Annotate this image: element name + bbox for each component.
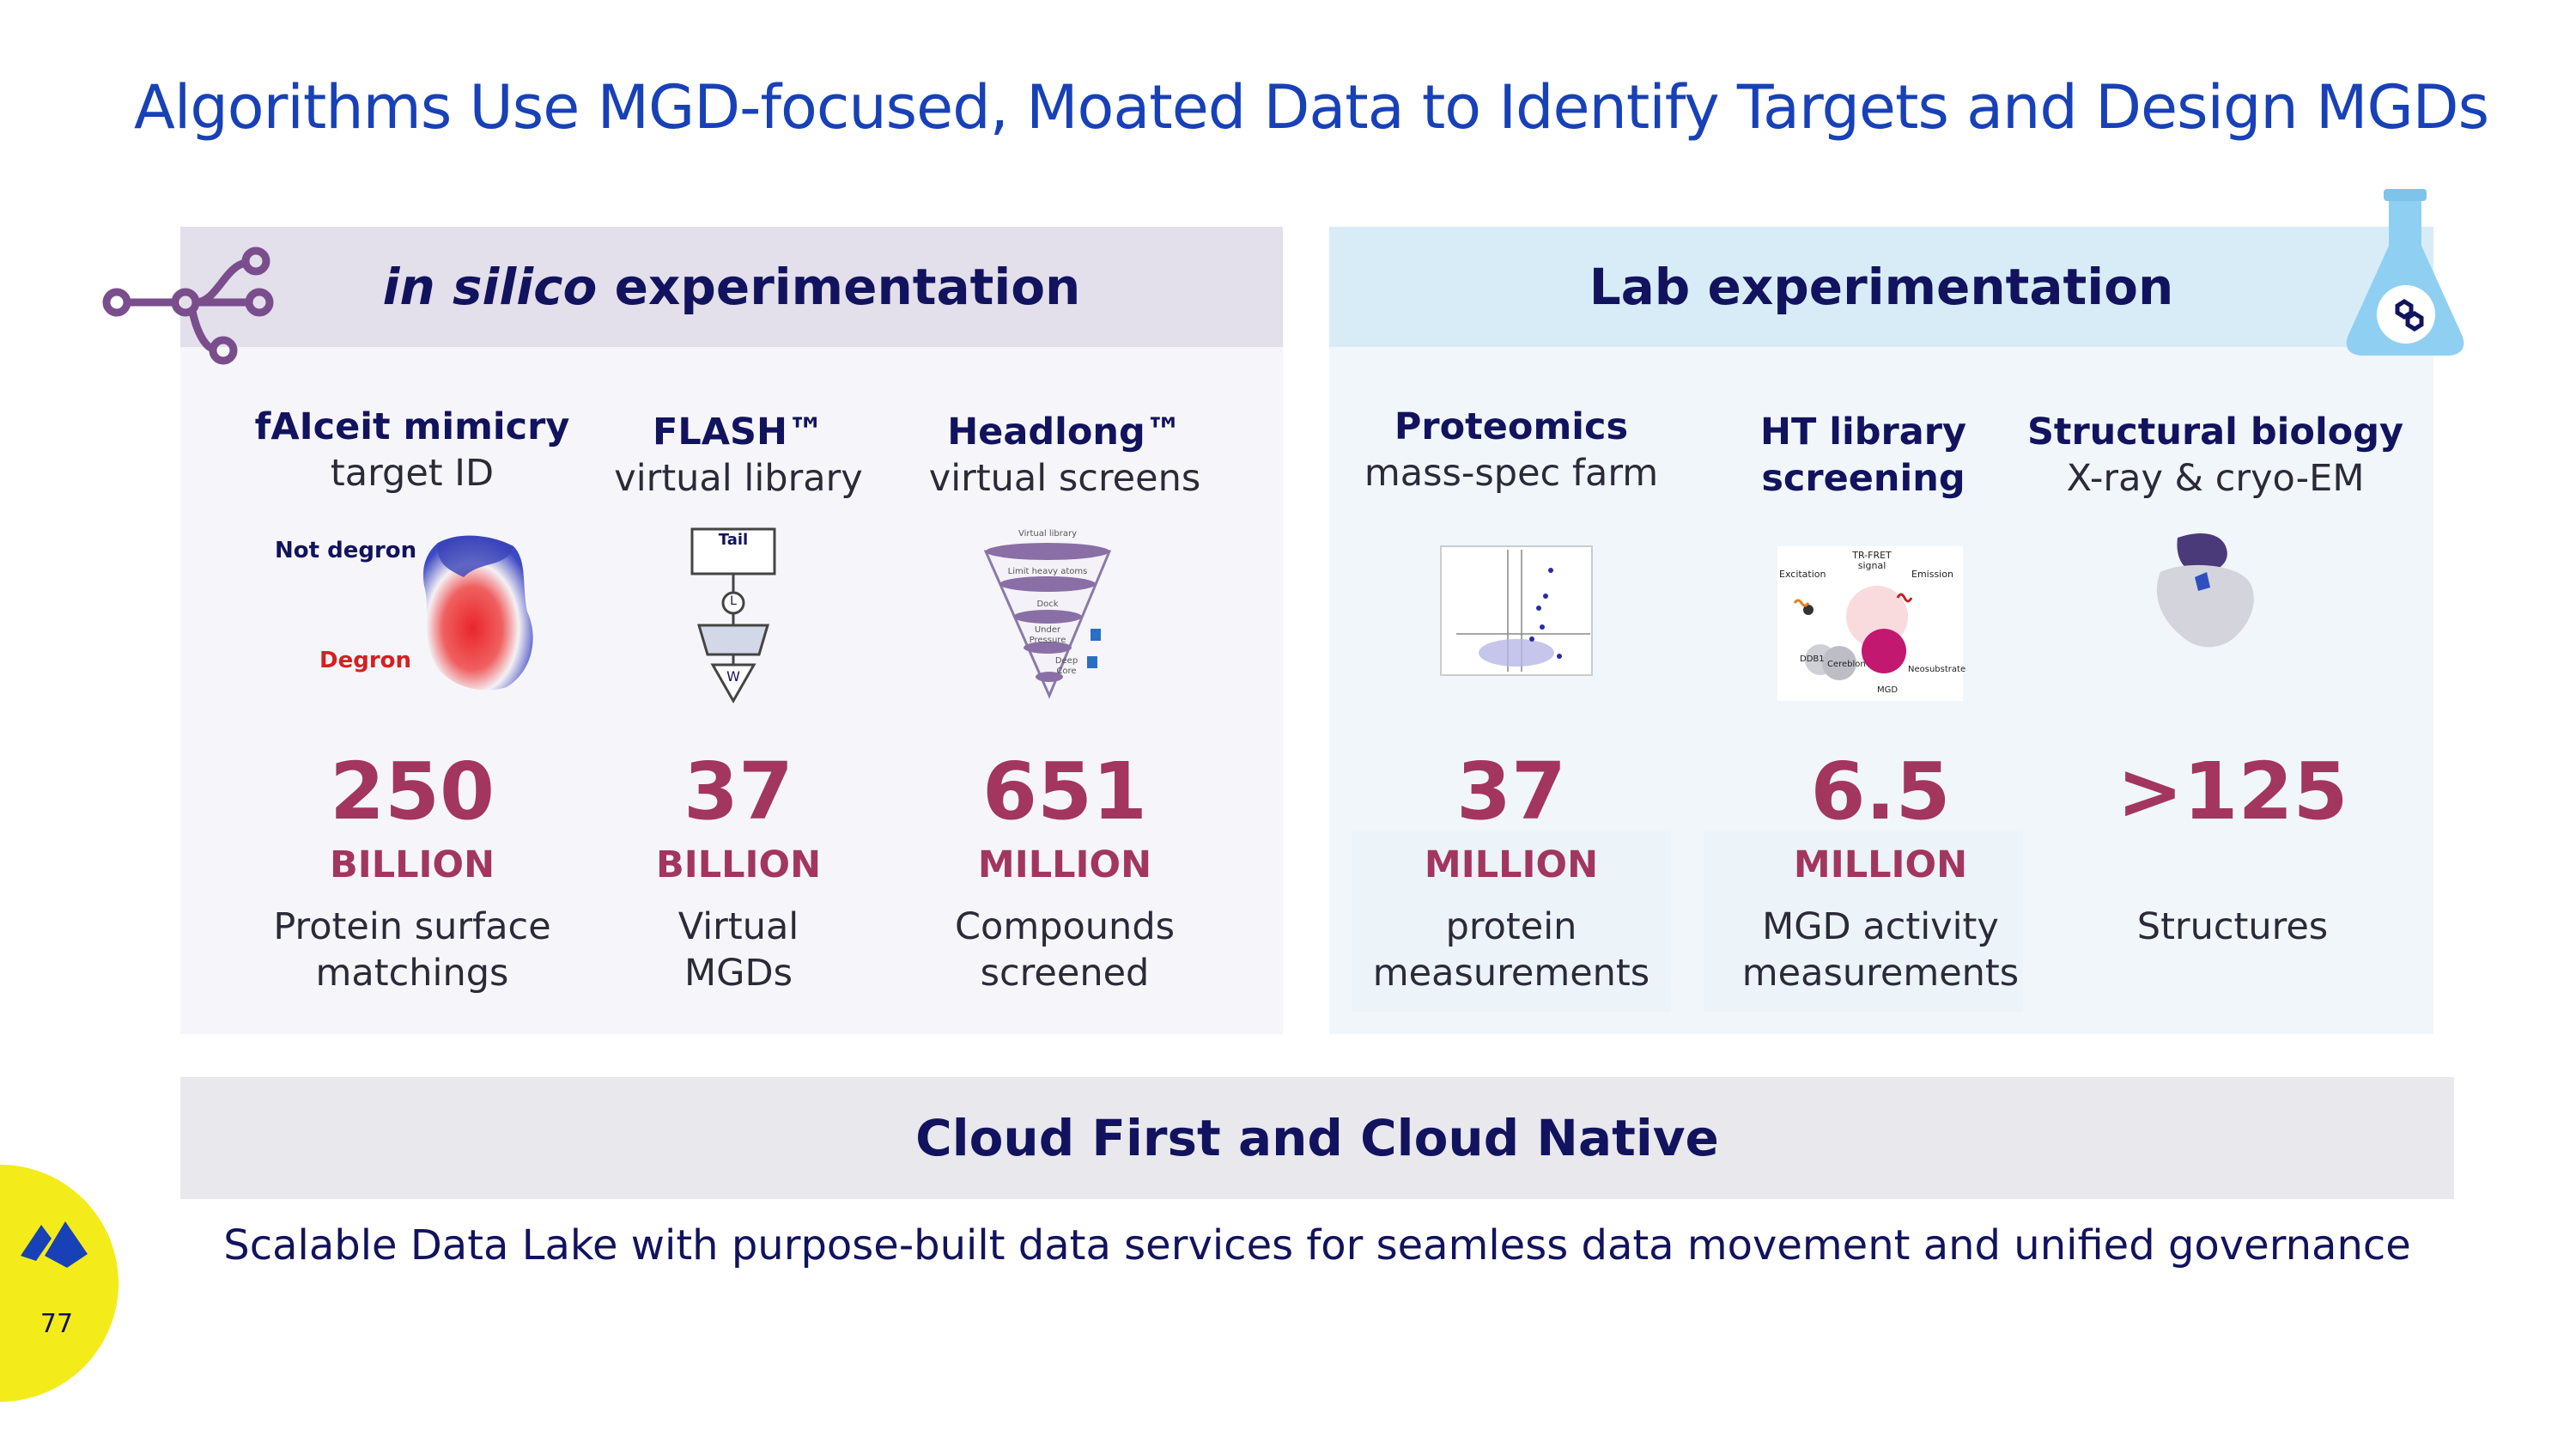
- in-silico-heading: in silico experimentation: [180, 227, 1283, 347]
- stat-desc-line: MGDs: [684, 952, 793, 995]
- network-icon: [102, 247, 274, 365]
- in-silico-header: in silico experimentation: [180, 227, 1283, 347]
- protein-surface-image: [422, 535, 533, 691]
- stat-desc-line: protein: [1445, 905, 1577, 948]
- emission-label: Emission: [1911, 569, 1953, 580]
- funnel-label-top: Virtual library: [1018, 529, 1078, 539]
- col-ht-screening: HT library screening: [1709, 409, 2018, 502]
- logo-circle: [0, 1165, 118, 1402]
- col-subtitle: X-ray & cryo-EM: [2066, 457, 2365, 500]
- col-title: FLASH™: [652, 411, 824, 454]
- data-lake-text: Scalable Data Lake with purpose-built da…: [223, 1221, 2411, 1269]
- tr-fret-graphic: [1793, 586, 1913, 680]
- protein-structure-image: [2156, 533, 2254, 648]
- col-title: Structural biology: [2026, 411, 2404, 454]
- stat-highlight: [1704, 831, 2023, 1012]
- stat-unit: MILLION: [1793, 843, 1968, 886]
- stat-unit: MILLION: [1424, 843, 1599, 886]
- lab-heading: Lab experimentation: [1589, 258, 2174, 316]
- stat-desc-line: Virtual: [677, 905, 799, 948]
- flask-icon: [2346, 189, 2464, 356]
- col-subtitle: virtual library: [614, 457, 863, 500]
- heading-italic: in silico: [382, 258, 598, 316]
- stat-desc-line: MGD activity: [1762, 905, 1999, 948]
- flash-diagram: [690, 527, 776, 704]
- stat-unit: BILLION: [329, 843, 495, 886]
- stat-value: 250: [329, 746, 495, 837]
- col-headlong: Headlong™ virtual screens: [910, 409, 1219, 502]
- stat-unit: MILLION: [977, 843, 1152, 886]
- tr-fret-assay-image: TR-FRET signal Excitation Emission DDB1 …: [1777, 546, 1966, 701]
- funnel-label-4a: Under: [1034, 625, 1061, 635]
- excitation-label: Excitation: [1779, 569, 1826, 580]
- col-faiceit: fAIceit mimicry target ID: [240, 404, 584, 496]
- stat-desc-line: measurements: [1741, 952, 2020, 995]
- w-label: W: [726, 668, 740, 685]
- col-subtitle: mass-spec farm: [1364, 452, 1659, 495]
- degron-label: Degron: [319, 648, 412, 673]
- not-degron-label: Not degron: [275, 538, 417, 563]
- col-proteomics: Proteomics mass-spec farm: [1340, 404, 1683, 496]
- company-logo-icon: [21, 1221, 88, 1268]
- stat-desc: Virtual MGDs: [584, 904, 893, 996]
- col-flash: FLASH™ virtual library: [584, 409, 893, 502]
- funnel-label-5a: Deep: [1054, 656, 1078, 666]
- stat-desc-line: matchings: [315, 952, 509, 995]
- neosubstrate-label: Neosubstrate: [1908, 665, 1966, 674]
- stat-value: 37: [683, 746, 794, 837]
- stat-desc: Structures: [2061, 904, 2404, 950]
- lab-header: Lab experimentation: [1329, 227, 2433, 347]
- mass-spec-plot-image: [1440, 545, 1593, 676]
- stat-desc-line: Structures: [2136, 905, 2329, 948]
- stat-value: 651: [981, 746, 1148, 837]
- col-subtitle: target ID: [330, 452, 495, 495]
- stat-desc: Protein surface matchings: [240, 904, 584, 996]
- ddb1-label: DDB1: [1800, 654, 1825, 664]
- screening-funnel-image: [983, 543, 1112, 699]
- heading-rest: experimentation: [614, 258, 1081, 316]
- col-title: HT library: [1759, 411, 1966, 454]
- trfret-label: TR-FRET: [1852, 550, 1892, 561]
- stat-desc-line: screened: [980, 952, 1150, 995]
- stat-value: >125: [2117, 746, 2348, 837]
- col-title: Proteomics: [1394, 405, 1629, 448]
- cloud-banner: Cloud First and Cloud Native: [180, 1077, 2454, 1199]
- col-subtitle: virtual screens: [928, 457, 1201, 500]
- slide-title: Algorithms Use MGD-focused, Moated Data …: [134, 72, 2489, 143]
- col-structural: Structural biology X-ray & cryo-EM: [2026, 409, 2404, 502]
- cloud-heading: Cloud First and Cloud Native: [915, 1109, 1719, 1167]
- stat-highlight: [1352, 831, 1671, 1012]
- l-label: L: [730, 594, 737, 608]
- stat-value: 37: [1455, 746, 1567, 837]
- page-number: 77: [39, 1309, 74, 1339]
- funnel-label-4b: Pressure: [1029, 636, 1066, 645]
- funnel-label-3: Dock: [1036, 600, 1059, 609]
- stat-desc: protein measurements: [1340, 904, 1683, 996]
- col-title: fAIceit mimicry: [254, 405, 570, 448]
- stat-unit: BILLION: [655, 843, 822, 886]
- funnel-label-2: Limit heavy atoms: [1007, 567, 1088, 576]
- col-title: screening: [1761, 457, 1965, 500]
- stat-desc-line: measurements: [1372, 952, 1650, 995]
- cereblon-label: Cereblon: [1827, 660, 1866, 669]
- stat-desc-line: Compounds: [954, 905, 1176, 948]
- funnel-label-5b: Core: [1056, 667, 1077, 676]
- stat-desc: MGD activity measurements: [1709, 904, 2052, 996]
- stat-value: 6.5: [1810, 746, 1951, 837]
- col-title: Headlong™: [947, 411, 1182, 454]
- tail-label: Tail: [718, 531, 749, 549]
- stat-desc-line: Protein surface: [273, 905, 551, 948]
- mgd-label: MGD: [1877, 685, 1899, 695]
- signal-label: signal: [1857, 560, 1886, 571]
- stat-desc: Compounds screened: [910, 904, 1219, 996]
